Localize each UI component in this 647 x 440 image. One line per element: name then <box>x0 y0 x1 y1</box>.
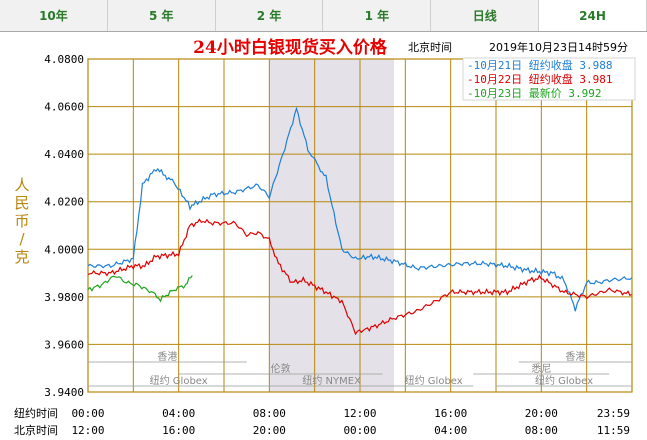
session-label-globex2: 纽约 Globex <box>405 374 463 387</box>
x-tick-label-ny: 00:00 <box>71 407 104 420</box>
session-label-hk1: 香港 <box>157 351 177 363</box>
x-tick-label-ny: 04:00 <box>162 407 195 420</box>
tab-2y[interactable]: 2 年 <box>215 0 324 31</box>
session-label-hk2: 香港 <box>565 351 585 363</box>
y-axis-title-char: 人 <box>14 176 29 194</box>
y-tick-label: 3.9400 <box>44 386 84 399</box>
plot-border <box>87 58 633 393</box>
bj-time-row-label: 北京时间 <box>14 423 58 437</box>
y-tick-label: 4.0800 <box>44 53 84 66</box>
y-tick-label: 4.0400 <box>44 148 84 161</box>
session-label-globex3: 纽约 Globex <box>535 374 593 387</box>
x-tick-label-ny: 08:00 <box>253 407 286 420</box>
y-axis-title-char: 币 <box>14 212 29 230</box>
y-tick-label: 4.0000 <box>44 243 84 256</box>
timezone-label: 北京时间 <box>408 40 452 54</box>
legend-item-oct21: -10月21日 纽约收盘 3.988 <box>467 58 613 72</box>
session-label-sydney: 悉尼 <box>531 363 551 375</box>
session-label-nymex: 纽约 NYMEX <box>302 374 361 387</box>
tab-24h[interactable]: 24H <box>539 0 647 31</box>
tab-daily[interactable]: 日线 <box>431 0 540 31</box>
legend: -10月21日 纽约收盘 3.988 -10月22日 纽约收盘 3.981 -1… <box>462 57 636 101</box>
legend-item-oct22: -10月22日 纽约收盘 3.981 <box>467 72 613 86</box>
nymex-session-shade <box>269 59 394 392</box>
series-oct21-line <box>87 106 633 312</box>
legend-item-oct23: -10月23日 最新价 3.992 <box>467 86 602 100</box>
x-tick-label-ny: 12:00 <box>343 407 376 420</box>
y-axis-title-char: 克 <box>14 248 29 266</box>
y-tick-label: 3.9800 <box>44 291 84 304</box>
y-tick-label: 4.0200 <box>44 196 84 209</box>
y-tick-label: 3.9600 <box>44 338 84 351</box>
series-oct23-line <box>87 275 193 303</box>
datetime-label: 2019年10月23日14时59分 <box>489 40 628 54</box>
x-tick-label-bj: 08:00 <box>525 424 558 437</box>
tab-10y[interactable]: 10年 <box>0 0 108 31</box>
y-axis-title-char: / <box>19 230 25 248</box>
range-tab-bar: 10年 5 年 2 年 1 年 日线 24H <box>0 0 647 32</box>
x-tick-label-ny: 16:00 <box>434 407 467 420</box>
x-tick-label-ny: 23:59 <box>597 407 630 420</box>
session-label-globex1: 纽约 Globex <box>150 374 208 387</box>
legend-box <box>462 57 636 101</box>
y-axis-title-char: 民 <box>14 194 29 212</box>
x-tick-label-bj: 16:00 <box>162 424 195 437</box>
ny-time-row-label: 纽约时间 <box>14 406 58 420</box>
tab-5y[interactable]: 5 年 <box>107 0 216 31</box>
chart-title: 24小时白银现货买入价格 <box>193 37 388 58</box>
x-tick-label-bj: 12:00 <box>71 424 104 437</box>
session-label-london: 伦敦 <box>271 362 291 375</box>
y-tick-label: 4.0600 <box>44 101 84 114</box>
x-tick-label-ny: 20:00 <box>525 407 558 420</box>
x-tick-label-bj: 00:00 <box>343 424 376 437</box>
x-tick-label-bj: 04:00 <box>434 424 467 437</box>
x-tick-label-bj: 20:00 <box>253 424 286 437</box>
series-oct22-line <box>87 218 633 336</box>
x-tick-label-bj: 11:59 <box>597 424 630 437</box>
tab-1y[interactable]: 1 年 <box>323 0 432 31</box>
